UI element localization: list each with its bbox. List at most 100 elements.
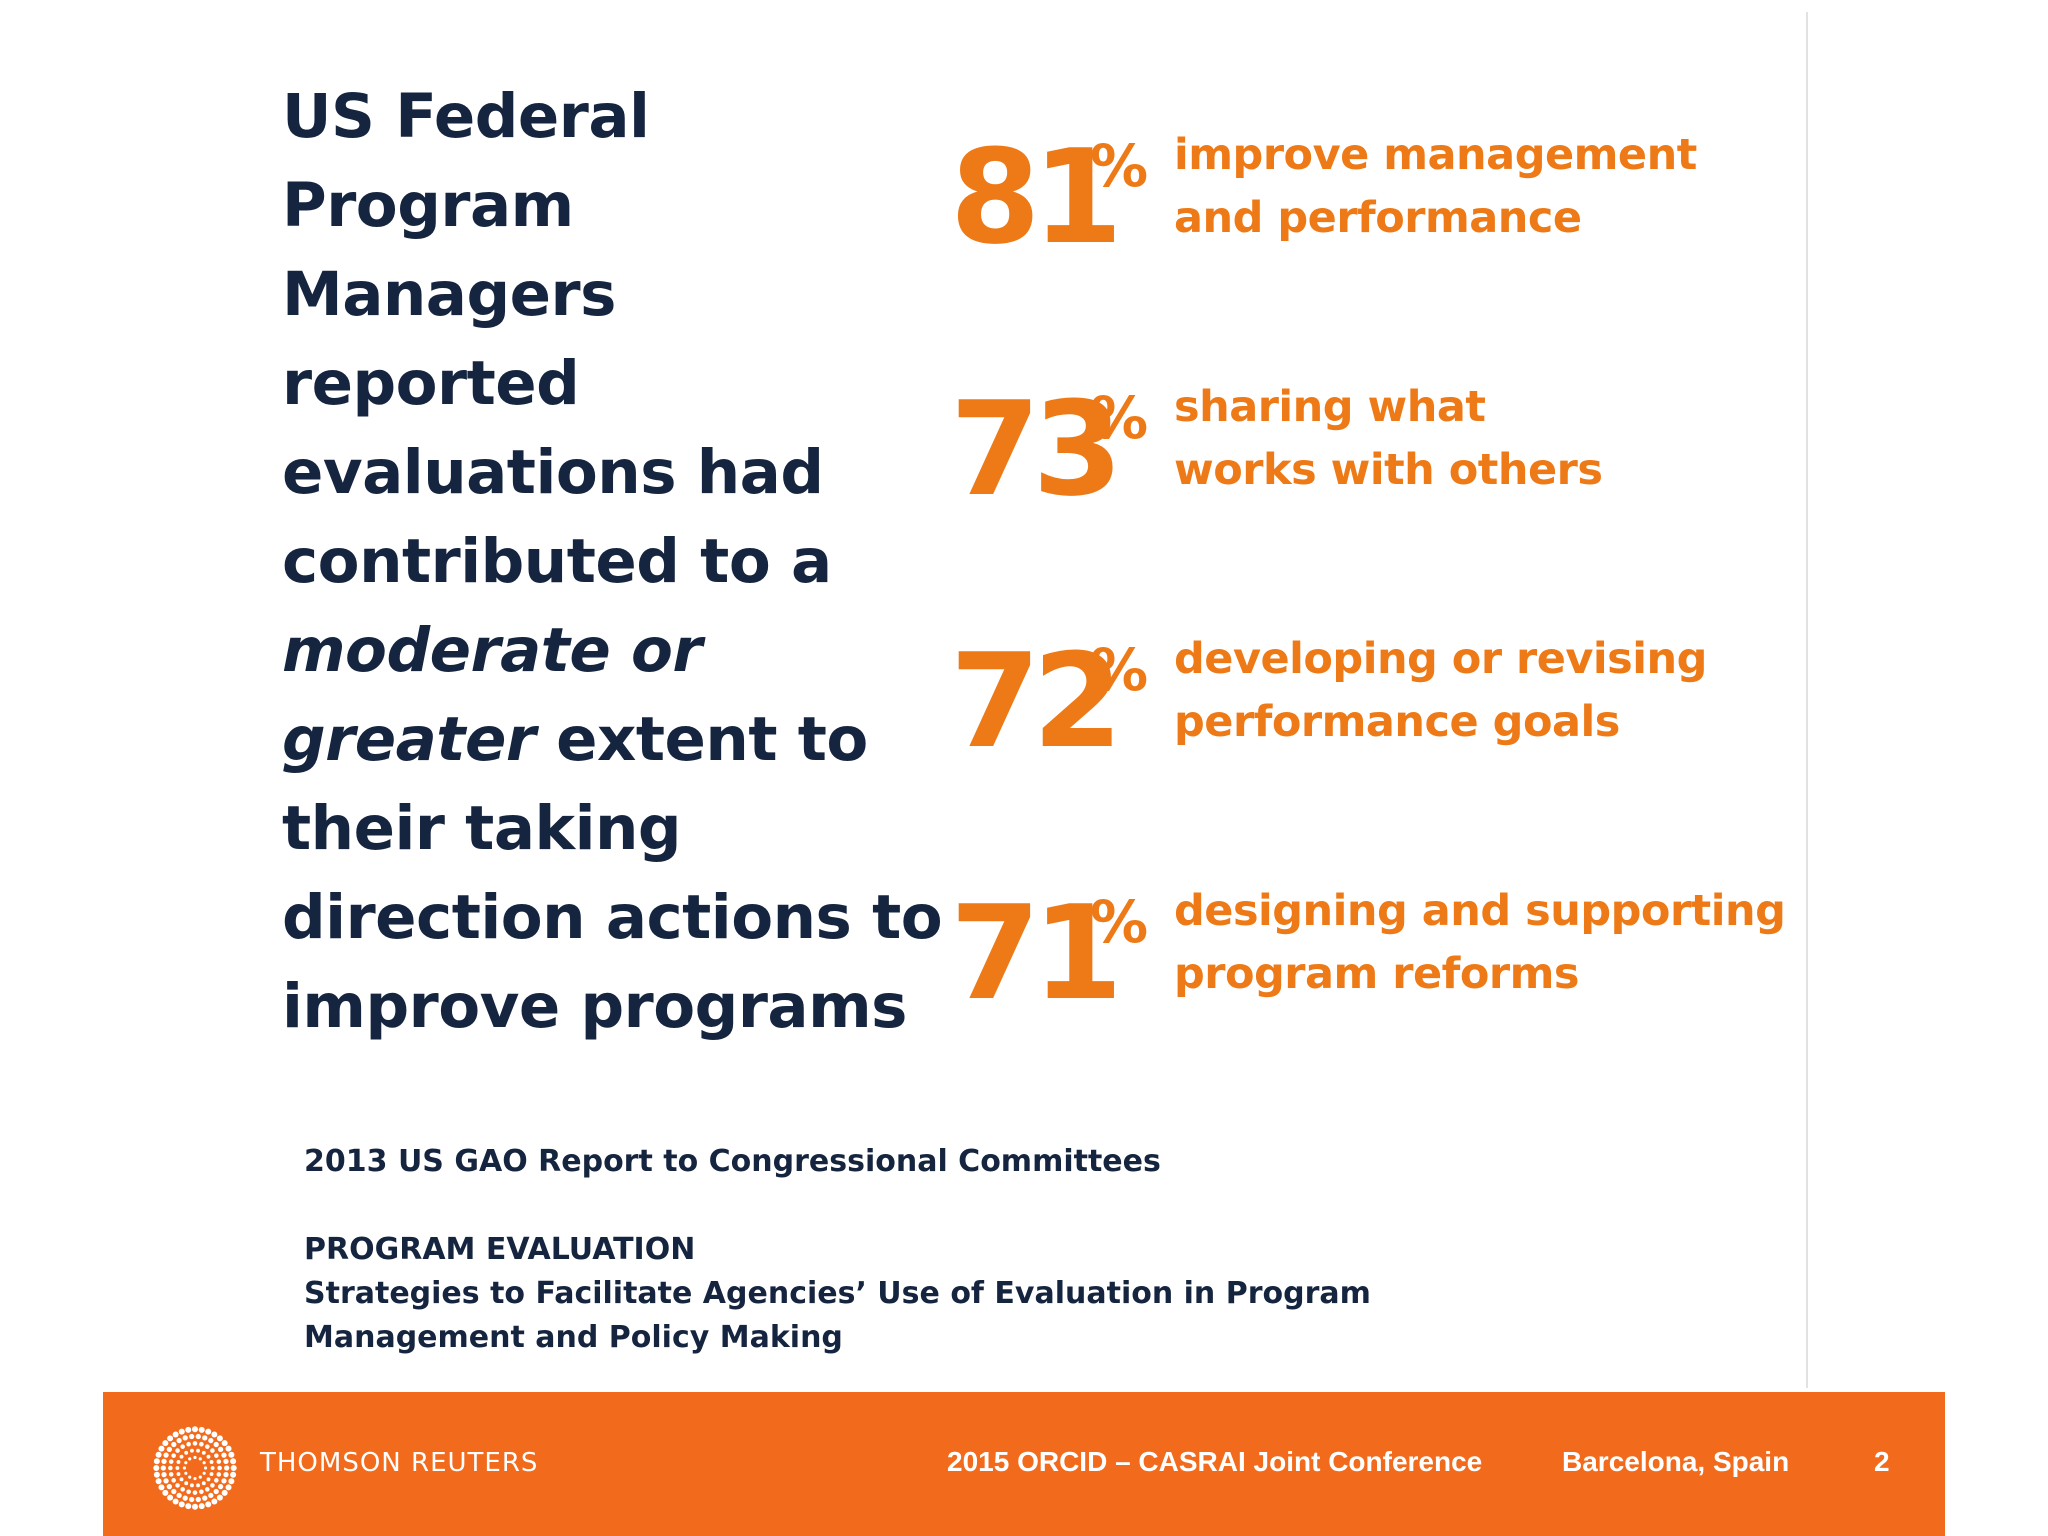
logo-dot [221,1478,227,1484]
logo-dot [192,1503,198,1510]
logo-dot [225,1484,232,1491]
logo-dot [199,1441,204,1447]
stat-description: developing or revising performance goals [1174,628,1814,754]
logo-dot [213,1488,219,1495]
logo-dot [202,1461,206,1465]
stat-description-line: designing and supporting [1174,886,1786,936]
logo-dot [209,1472,214,1476]
logo-dot [198,1475,202,1479]
citation: 2013 US GAO Report to Congressional Comm… [304,1140,1504,1360]
logo-dot [182,1435,188,1441]
logo-dot [193,1455,197,1460]
logo-dot [225,1445,232,1452]
logo-text: THOMSON REUTERS [260,1448,539,1478]
logo-dot [192,1490,198,1495]
logo-dot [166,1483,173,1490]
footer-conference: 2015 ORCID – CASRAI Joint Conference [947,1446,1483,1477]
logo-dot [190,1448,194,1453]
logo-dot [161,1458,167,1465]
headline-line: US Federal [282,81,650,152]
citation-report: PROGRAM EVALUATION Strategies to Facilit… [304,1228,1504,1360]
logo-dot [201,1450,206,1455]
logo-dot [205,1487,210,1492]
logo-dot [161,1471,167,1478]
logo-dot [184,1450,189,1455]
page-number: 2 [1874,1446,1890,1477]
logo-dot [208,1437,214,1444]
logo-dot [205,1501,212,1508]
logo-dot [172,1431,179,1438]
stat-unit: % [1090,888,1149,956]
logo-dot [189,1496,195,1503]
logo-dot [217,1483,224,1490]
logo-dot [166,1446,173,1453]
headline: US Federal Program Managers reported eva… [282,72,962,1051]
logo-dot [155,1478,162,1485]
logo-dot [206,1454,211,1459]
logo-dot [184,1481,189,1486]
logo-dot [205,1444,210,1449]
logo-dot [163,1452,169,1458]
stat-description: designing and supporting program reforms [1174,880,1814,1006]
logo-dot [180,1487,185,1492]
stat-81-percent: 81 % improve management and performance [950,130,1790,282]
footer-bar: THOMSON REUTERS 2015 ORCID – CASRAI Join… [103,1392,1945,1536]
logo-dot [203,1466,208,1470]
logo-dot [228,1478,235,1485]
logo-dot [195,1496,201,1503]
stat-unit: % [1090,132,1149,200]
logo-dot [198,1457,202,1461]
logo-dot [189,1433,195,1440]
headline-emphasis: greater [282,704,536,775]
logo-dot [168,1459,174,1464]
logo-dot [167,1435,174,1442]
logo-dot [153,1471,160,1478]
logo-dot [211,1498,218,1505]
logo-dot [178,1428,185,1435]
headline-line: direction actions to [282,882,943,953]
logo-dot [211,1431,218,1438]
headline-line: Program [282,170,574,241]
logo-dot [178,1501,185,1508]
headline-line: Managers [282,259,616,330]
citation-subtitle-line: Strategies to Facilitate Agencies’ Use o… [304,1276,1371,1311]
logo-dot [221,1489,228,1496]
logo-dot [213,1441,219,1448]
headline-text: extent to [535,704,868,775]
logo-dot [172,1498,179,1505]
logo-dot [185,1426,192,1433]
logo-dot [221,1452,227,1458]
logo-dot [160,1465,166,1471]
stat-description-line: works with others [1174,445,1603,495]
logo-dot [182,1466,187,1470]
logo-dot [179,1477,184,1482]
headline-line: their taking [282,793,682,864]
headline-line: contributed to a [282,526,832,597]
slide-divider-line [1806,12,1808,1388]
logo-dot [223,1458,229,1465]
logo-dot [199,1489,204,1495]
stat-unit: % [1090,636,1149,704]
stat-description-line: program reforms [1174,949,1580,999]
citation-title: PROGRAM EVALUATION [304,1232,696,1267]
logo-dot [210,1466,215,1470]
logo-dot [176,1472,181,1476]
logo-dot [214,1453,219,1458]
logo-dot [209,1460,214,1464]
logo-dot [192,1426,198,1433]
logo-dot [214,1478,219,1483]
logo-dot [188,1475,192,1479]
stat-description-line: and performance [1174,193,1582,243]
logo-dot [176,1437,182,1444]
logo-dot [206,1477,211,1482]
logo-dot [196,1483,200,1488]
headline-emphasis: moderate or [282,615,703,686]
logo-dot [185,1503,192,1510]
stat-description-line: sharing what [1174,382,1486,432]
logo-dot [196,1448,200,1453]
logo-dot [193,1476,197,1481]
logo-dot [171,1453,176,1458]
logo-dot [190,1483,194,1488]
stat-value: 72 [950,625,1123,777]
logo-dot [167,1494,174,1501]
